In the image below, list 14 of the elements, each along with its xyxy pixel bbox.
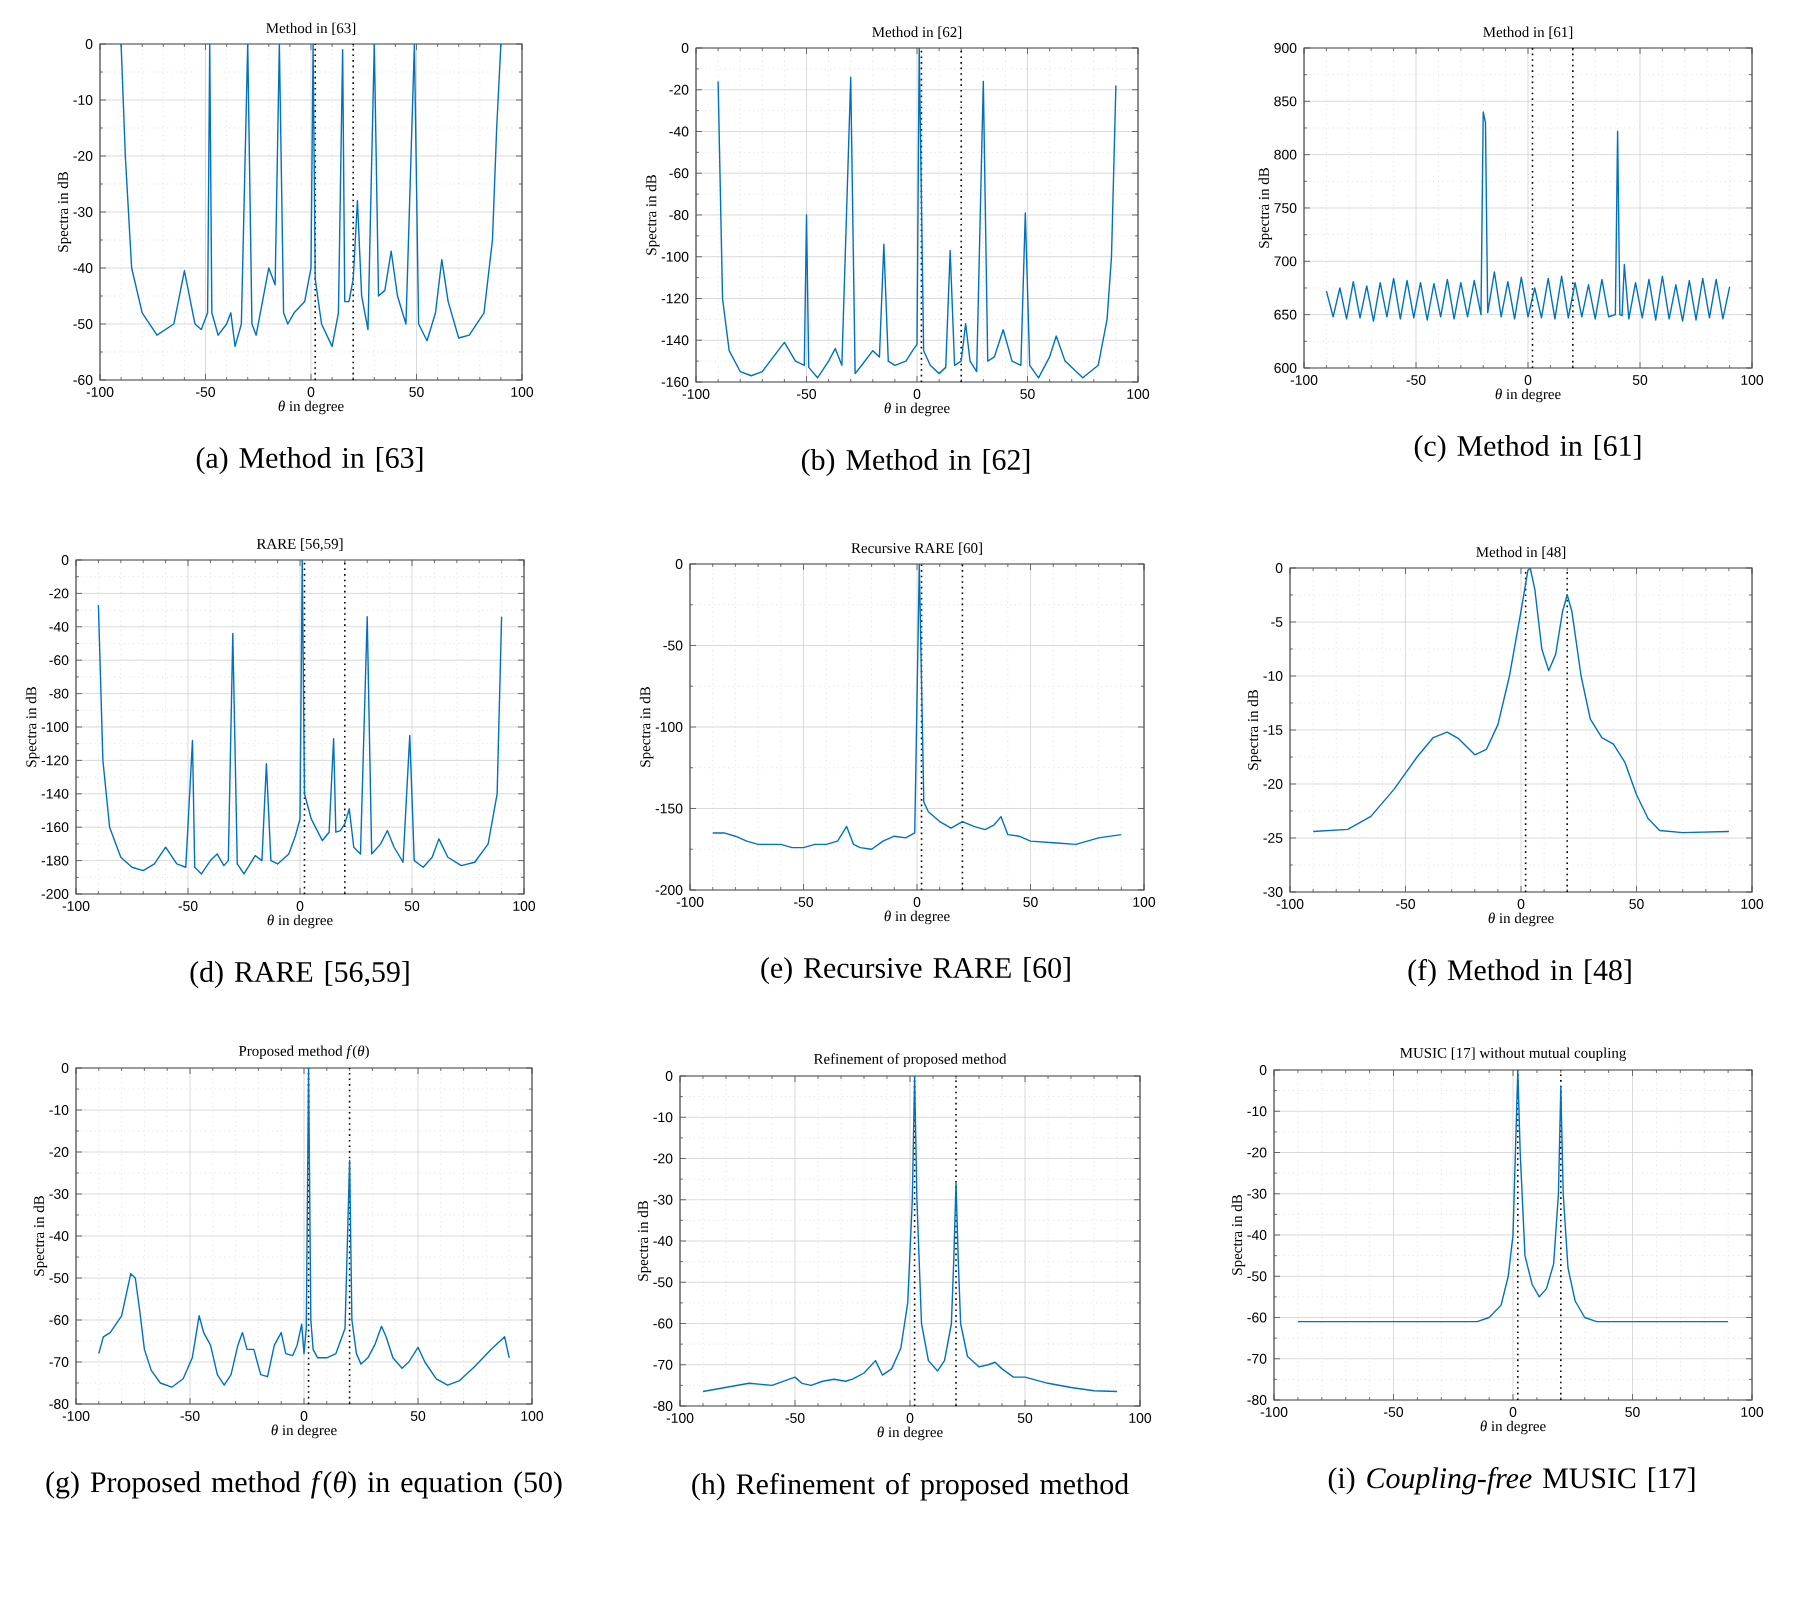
line-series [712,563,1123,850]
line-series [97,559,503,875]
text: (a) Method in [63] [196,447,423,475]
line-series [1325,111,1731,322]
line-series [98,1068,510,1388]
text: (i) Coupling-free MUSIC [17] [1328,1467,1695,1495]
text: (e) Recursive RARE [60] [761,957,1070,985]
text: (d) RARE [56,59] [190,961,409,989]
text: (f) Method in [48] [1408,959,1631,987]
text: (h) Refinement of proposed method [692,1473,1129,1501]
text: (g) Proposed method f(θ) in equation (50) [46,1471,562,1499]
text: (b) Method in [62] [801,449,1030,477]
text: (c) Method in [61] [1414,435,1641,463]
line-series [1312,567,1730,834]
